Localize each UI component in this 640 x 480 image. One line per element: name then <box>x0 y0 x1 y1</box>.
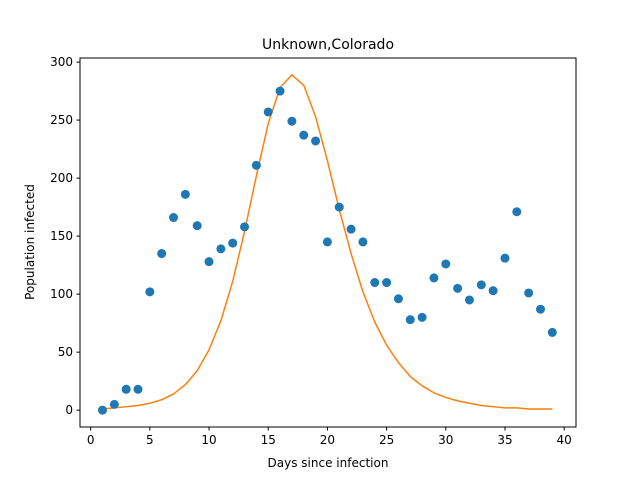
x-tick-label: 30 <box>438 433 453 447</box>
data-point <box>287 116 297 126</box>
data-point <box>500 253 510 263</box>
data-point <box>429 273 439 283</box>
data-point <box>382 278 392 288</box>
data-point <box>488 286 498 296</box>
data-point <box>169 213 179 223</box>
x-tick-label: 40 <box>557 433 572 447</box>
data-point <box>547 327 557 337</box>
data-point <box>322 237 332 247</box>
data-point <box>121 384 131 394</box>
y-tick-label: 250 <box>50 113 73 127</box>
y-tick-label: 50 <box>58 345 73 359</box>
data-point <box>524 288 534 298</box>
data-point <box>192 221 202 231</box>
data-point <box>311 136 321 146</box>
x-tick-label: 0 <box>87 433 95 447</box>
y-tick-label: 0 <box>65 403 73 417</box>
data-point <box>358 237 368 247</box>
data-point <box>204 257 214 267</box>
y-tick-label: 100 <box>50 287 73 301</box>
data-point <box>109 399 119 409</box>
x-tick-label: 5 <box>146 433 154 447</box>
data-point <box>535 304 545 314</box>
data-point <box>216 244 226 254</box>
data-point <box>157 249 167 259</box>
y-tick-label: 300 <box>50 55 73 69</box>
y-tick-label: 150 <box>50 229 73 243</box>
fit-curve-line <box>102 74 553 410</box>
x-tick-label: 10 <box>201 433 216 447</box>
y-tick-label: 200 <box>50 171 73 185</box>
data-point <box>476 280 486 290</box>
data-point <box>453 283 463 293</box>
axis-ticks: 0 5 10 15 20 25 30 35 40 0 50 100 150 200 250 300 <box>50 55 572 447</box>
data-point <box>180 189 190 199</box>
data-point <box>405 315 415 325</box>
data-point <box>240 222 250 232</box>
data-point <box>370 278 380 288</box>
fit-curve-layer <box>102 74 553 410</box>
x-axis-label: Days since infection <box>268 456 389 470</box>
data-point <box>275 86 285 96</box>
x-tick-label: 15 <box>261 433 276 447</box>
data-point <box>346 224 356 234</box>
data-point <box>97 405 107 415</box>
data-point <box>299 130 309 140</box>
x-tick-label: 35 <box>497 433 512 447</box>
data-point <box>145 287 155 297</box>
data-point <box>251 160 261 170</box>
data-point <box>263 107 273 117</box>
y-axis-label: Population infected <box>23 184 37 300</box>
data-point <box>334 202 344 212</box>
chart-title: Unknown,Colorado <box>262 37 394 53</box>
data-point <box>441 259 451 269</box>
data-point <box>393 294 403 304</box>
data-point <box>133 384 143 394</box>
data-points-layer <box>97 86 557 415</box>
x-tick-label: 25 <box>379 433 394 447</box>
data-point <box>228 238 238 248</box>
data-point <box>512 207 522 217</box>
plot-frame <box>79 57 577 428</box>
data-point <box>417 312 427 322</box>
data-point <box>464 295 474 305</box>
x-tick-label: 20 <box>320 433 335 447</box>
